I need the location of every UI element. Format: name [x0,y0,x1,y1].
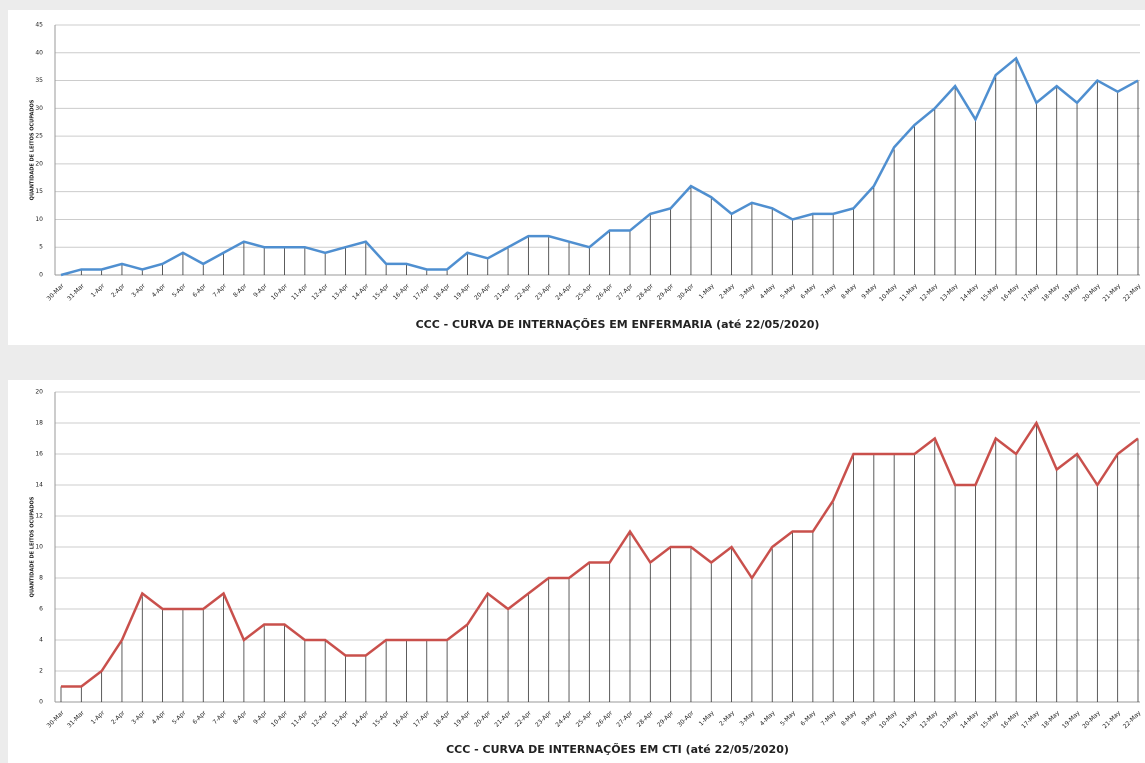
chart-title: CCC - CURVA DE INTERNAÇÕES EM CTI (até 2… [446,743,789,756]
y-tick-label: 10 [35,544,43,551]
y-tick-label: 30 [35,105,43,112]
y-tick-label: 12 [35,513,43,520]
y-tick-label: 8 [39,575,43,582]
y-tick-label: 10 [35,216,43,223]
y-tick-label: 40 [35,49,43,56]
y-tick-label: 20 [35,389,43,396]
y-tick-label: 45 [35,22,43,29]
series-line [61,420,1139,688]
y-tick-label: 0 [39,699,43,706]
y-tick-label: 5 [39,244,43,251]
y-tick-label: 35 [35,77,43,84]
y-tick-label: 20 [35,160,43,167]
chart-title: CCC - CURVA DE INTERNAÇÕES EM ENFERMARIA… [416,318,820,331]
series-line [60,56,1139,277]
y-axis-label: QUANTIDADE DE LEITOS OCUPADOS [30,99,36,200]
y-tick-label: 18 [35,420,43,427]
y-tick-label: 15 [35,188,43,195]
y-axis-label: QUANTIDADE DE LEITOS OCUPADOS [30,496,36,597]
y-tick-label: 14 [35,482,43,489]
y-tick-label: 16 [35,451,43,458]
y-tick-label: 25 [35,133,43,140]
y-tick-label: 0 [39,272,43,279]
y-tick-label: 2 [39,668,43,675]
y-tick-label: 4 [39,637,43,644]
y-tick-label: 6 [39,606,43,613]
